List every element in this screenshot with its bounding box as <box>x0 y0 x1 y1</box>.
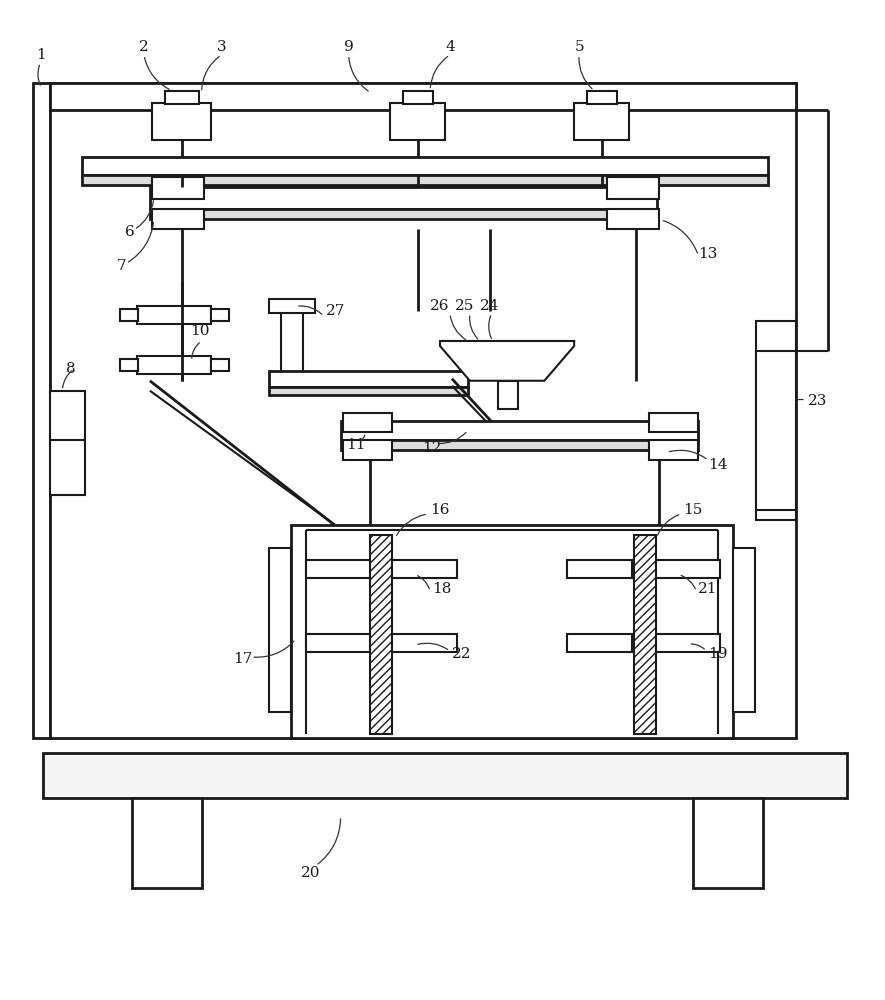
Bar <box>82 157 768 175</box>
Bar <box>212 359 229 371</box>
Bar <box>694 798 763 888</box>
Text: 10: 10 <box>189 324 209 338</box>
Bar <box>137 356 212 374</box>
Text: 23: 23 <box>808 394 827 408</box>
Bar <box>649 440 698 460</box>
Bar <box>306 634 371 652</box>
Bar <box>269 548 291 712</box>
Bar <box>634 535 656 734</box>
Bar <box>50 83 796 110</box>
Bar <box>342 440 392 460</box>
Bar <box>567 560 632 578</box>
Text: 14: 14 <box>708 458 727 472</box>
Bar <box>756 321 796 520</box>
Text: 18: 18 <box>432 582 451 596</box>
Bar <box>733 548 755 712</box>
Bar <box>269 299 315 313</box>
Text: 3: 3 <box>217 40 227 54</box>
Bar <box>120 309 138 321</box>
Bar <box>341 421 698 440</box>
Text: 9: 9 <box>343 40 353 54</box>
Bar <box>212 309 229 321</box>
Text: 15: 15 <box>683 503 703 517</box>
Text: 16: 16 <box>430 503 450 517</box>
Bar <box>649 413 698 432</box>
Bar <box>497 381 518 409</box>
Bar <box>281 301 303 391</box>
Bar <box>390 103 445 140</box>
Bar <box>132 798 202 888</box>
Bar <box>342 413 392 432</box>
Text: 26: 26 <box>430 299 450 313</box>
Bar <box>392 560 457 578</box>
Bar <box>306 560 371 578</box>
Text: 25: 25 <box>455 299 474 313</box>
Text: 7: 7 <box>117 259 127 273</box>
Bar <box>607 177 658 199</box>
Text: 13: 13 <box>698 247 718 261</box>
Bar <box>756 351 796 510</box>
Text: 2: 2 <box>139 40 149 54</box>
Bar <box>50 391 85 495</box>
Bar <box>404 91 433 104</box>
Text: 27: 27 <box>326 304 345 318</box>
Bar <box>656 634 720 652</box>
Text: 20: 20 <box>301 866 320 880</box>
Bar <box>150 209 657 219</box>
Bar <box>269 371 468 387</box>
Bar <box>42 753 848 798</box>
Bar <box>50 83 796 738</box>
Bar <box>120 359 138 371</box>
Text: 21: 21 <box>698 582 718 596</box>
Bar <box>137 306 212 324</box>
Text: 6: 6 <box>125 225 135 239</box>
Bar <box>33 83 50 738</box>
Text: 24: 24 <box>480 299 499 313</box>
Bar <box>574 103 629 140</box>
Text: 17: 17 <box>234 652 253 666</box>
Bar <box>341 440 698 450</box>
Text: 12: 12 <box>422 441 442 455</box>
Bar <box>291 525 733 738</box>
Bar <box>152 177 204 199</box>
Bar <box>371 535 392 734</box>
Text: 19: 19 <box>708 647 727 661</box>
Bar <box>567 634 632 652</box>
Bar <box>269 387 468 395</box>
Text: 5: 5 <box>574 40 584 54</box>
Bar <box>392 634 457 652</box>
Text: 11: 11 <box>346 438 366 452</box>
Bar <box>607 209 658 229</box>
Bar <box>152 103 212 140</box>
Bar <box>587 91 617 104</box>
Polygon shape <box>440 341 574 381</box>
Bar <box>165 91 198 104</box>
Text: 8: 8 <box>65 362 75 376</box>
Bar <box>152 209 204 229</box>
Text: 1: 1 <box>35 48 45 62</box>
Bar <box>656 560 720 578</box>
Bar <box>82 175 768 185</box>
Bar <box>150 187 657 209</box>
Text: 22: 22 <box>452 647 472 661</box>
Text: 4: 4 <box>445 40 455 54</box>
